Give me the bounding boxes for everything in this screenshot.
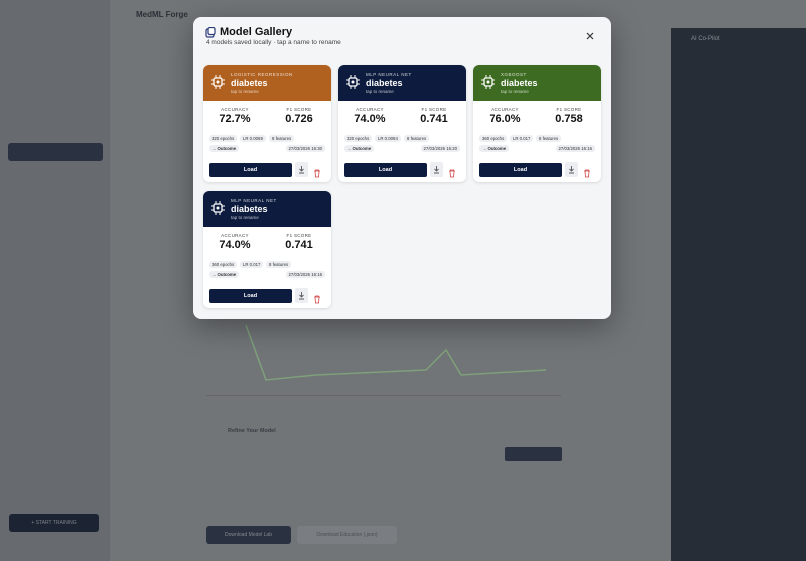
config-chip: 8 features [269, 135, 295, 142]
config-chip: 320 epochs [209, 135, 238, 142]
delete-button[interactable] [313, 291, 321, 304]
saved-date: 27/03/2026 16:30 [285, 145, 325, 152]
copilot-panel: AI Co-Pilot [671, 28, 806, 561]
load-button[interactable]: Load [209, 289, 292, 303]
blur-line [245, 324, 547, 381]
metric-value: 74.0% [219, 239, 251, 251]
load-button[interactable]: Load [209, 163, 292, 177]
metric-label: ACCURACY [221, 233, 249, 238]
download-lab[interactable]: Download Model Lab [206, 526, 291, 544]
config-chip: LR 0.0094 [375, 135, 401, 142]
model-type: MLP NEURAL NET [366, 72, 412, 77]
download-icon [299, 166, 304, 174]
model-icon [211, 75, 225, 89]
config-chip: LR 0.017 [240, 261, 264, 268]
target-chip: → Outcome [479, 145, 510, 152]
metric-value: 72.7% [219, 113, 251, 125]
section-title: Refine Your Model [228, 428, 276, 434]
metric-label: F1 SCORE [556, 107, 582, 112]
saved-date: 27/03/2026 16:20 [420, 145, 460, 152]
load-button[interactable]: Load [479, 163, 562, 177]
train-button[interactable]: + START TRAINING [9, 514, 99, 532]
metric-value: 0.758 [555, 113, 583, 125]
download-edu[interactable]: Download Education (.json) [297, 526, 397, 544]
model-type: LOGISTIC REGRESSION [231, 72, 293, 77]
delete-icon [584, 169, 590, 178]
delete-button[interactable] [583, 165, 591, 178]
rename-hint: tap to rename [231, 215, 259, 220]
modal-subtitle: 4 models saved locally · tap a name to r… [206, 39, 341, 46]
config-chip: 8 features [266, 261, 292, 268]
background-chart [245, 324, 547, 381]
nav-active [8, 143, 103, 161]
modal-title: Model Gallery [220, 26, 293, 38]
model-name[interactable]: diabetes [501, 78, 538, 88]
model-type: XGBOOST [501, 72, 527, 77]
config-chip: 360 epochs [479, 135, 508, 142]
download-button[interactable] [565, 162, 578, 177]
metric-label: F1 SCORE [286, 107, 312, 112]
metric-value: 0.741 [420, 113, 448, 125]
metric-label: ACCURACY [221, 107, 249, 112]
panel-title: AI Co-Pilot [691, 36, 720, 42]
metric-label: ACCURACY [356, 107, 384, 112]
metric-label: F1 SCORE [421, 107, 447, 112]
target-chip: → Outcome [209, 145, 240, 152]
bg-button [505, 447, 562, 461]
config-chip: 8 features [536, 135, 562, 142]
delete-button[interactable] [448, 165, 456, 178]
download-button[interactable] [295, 288, 308, 303]
load-button[interactable]: Load [344, 163, 427, 177]
model-name[interactable]: diabetes [231, 78, 268, 88]
saved-date: 27/03/2026 16:16 [555, 145, 595, 152]
brand: MedML Forge [136, 10, 188, 19]
close-button[interactable] [586, 32, 594, 40]
config-chip: 320 epochs [344, 135, 373, 142]
model-card: MLP NEURAL NET diabetes tap to rename ACCUR… [203, 191, 331, 308]
target-chip: → Outcome [344, 145, 375, 152]
metric-value: 0.741 [285, 239, 313, 251]
delete-icon [314, 295, 320, 304]
card-header: LOGISTIC REGRESSION diabetes tap to rename [203, 65, 331, 101]
delete-icon [449, 169, 455, 178]
model-name[interactable]: diabetes [231, 204, 268, 214]
delete-button[interactable] [313, 165, 321, 178]
metric-value: 76.0% [489, 113, 521, 125]
rename-hint: tap to rename [231, 89, 259, 94]
model-type: MLP NEURAL NET [231, 198, 277, 203]
sidebar [0, 0, 110, 561]
card-header: XGBOOST diabetes tap to rename [473, 65, 601, 101]
model-card: XGBOOST diabetes tap to rename ACCURACY 76.0… [473, 65, 601, 182]
rename-hint: tap to rename [366, 89, 394, 94]
download-button[interactable] [430, 162, 443, 177]
model-gallery-modal: Model Gallery 4 models saved locally · t… [193, 17, 611, 319]
model-name[interactable]: diabetes [366, 78, 403, 88]
model-icon [481, 75, 495, 89]
download-icon [299, 292, 304, 300]
metric-label: ACCURACY [491, 107, 519, 112]
target-chip: → Outcome [209, 271, 240, 278]
metric-label: F1 SCORE [286, 233, 312, 238]
download-icon [434, 166, 439, 174]
config-chip: 8 features [404, 135, 430, 142]
card-header: MLP NEURAL NET diabetes tap to rename [203, 191, 331, 227]
card-header: MLP NEURAL NET diabetes tap to rename [338, 65, 466, 101]
model-icon [211, 201, 225, 215]
model-card: LOGISTIC REGRESSION diabetes tap to rename… [203, 65, 331, 182]
model-icon [346, 75, 360, 89]
saved-date: 27/03/2026 16:16 [285, 271, 325, 278]
config-chip: LR 0.017 [510, 135, 534, 142]
rename-hint: tap to rename [501, 89, 529, 94]
download-icon [569, 166, 574, 174]
config-chip: 360 epochs [209, 261, 238, 268]
delete-icon [314, 169, 320, 178]
metric-value: 0.726 [285, 113, 313, 125]
config-chip: LR 0.0069 [240, 135, 266, 142]
metric-value: 74.0% [354, 113, 386, 125]
model-card: MLP NEURAL NET diabetes tap to rename ACCUR… [338, 65, 466, 182]
chart-area [206, 320, 561, 396]
download-button[interactable] [295, 162, 308, 177]
gallery-icon [205, 27, 216, 38]
